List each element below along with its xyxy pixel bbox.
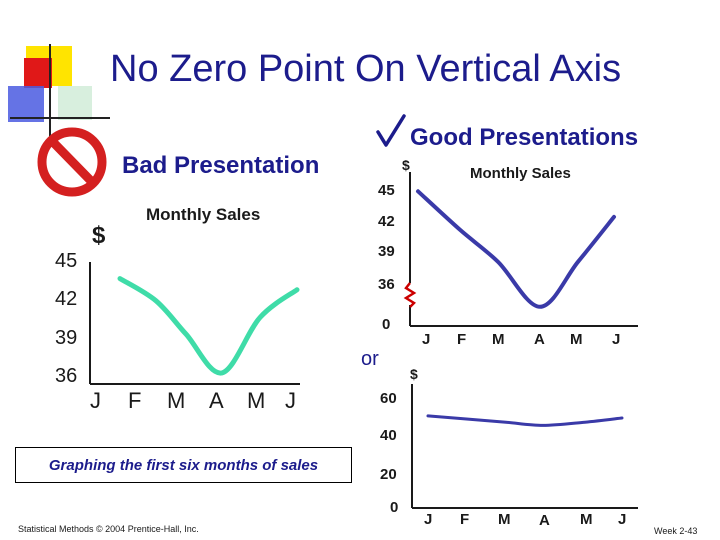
bad-chart-title: Monthly Sales <box>146 205 261 224</box>
good1-x-tick: J <box>612 331 621 348</box>
bad-x-tick: M <box>247 388 266 413</box>
footer-page-number: Week 2-43 <box>654 526 698 536</box>
good2-x-tick: F <box>460 511 470 528</box>
good2-x-tick: M <box>580 511 593 528</box>
or-label: or <box>361 348 379 370</box>
good1-x-tick: M <box>570 331 583 348</box>
good1-x-tick: J <box>422 331 431 348</box>
good1-chart-title: Monthly Sales <box>470 165 571 182</box>
good1-x-tick: F <box>457 331 467 348</box>
good1-y-tick: 39 <box>378 243 395 260</box>
good2-y-tick: 0 <box>390 499 399 516</box>
bad-x-tick: J <box>90 388 101 413</box>
bad-x-tick: A <box>209 388 224 413</box>
good2-x-tick: J <box>618 511 627 528</box>
no-sign-icon <box>37 127 107 197</box>
bad-y-tick: 36 <box>55 365 78 387</box>
bad-chart-axes <box>89 262 300 385</box>
good2-y-tick: 20 <box>380 466 397 483</box>
good-chart2-line <box>426 414 624 427</box>
bad-x-tick: J <box>285 388 296 413</box>
good2-y-tick: 60 <box>380 390 397 407</box>
deco-blue-square <box>8 86 44 122</box>
good1-y-label: $ <box>402 157 410 173</box>
caption-text: Graphing the first six months of sales <box>48 456 319 474</box>
good1-y-tick: 45 <box>378 182 395 199</box>
bad-heading: Bad Presentation <box>122 152 320 179</box>
good2-x-tick: J <box>424 511 433 528</box>
bad-y-label: $ <box>92 222 106 249</box>
good-chart1-axes <box>409 172 638 327</box>
page-title: No Zero Point On Vertical Axis <box>110 48 622 90</box>
bad-y-tick: 45 <box>55 250 78 272</box>
good1-x-tick: M <box>492 331 505 348</box>
good2-x-tick: A <box>539 512 550 529</box>
bad-x-tick: M <box>167 388 186 413</box>
good1-zero-tick: 0 <box>382 316 391 333</box>
good-chart2-axes <box>411 384 638 509</box>
good-heading: Good Presentations <box>410 124 639 151</box>
good-chart1-line <box>416 189 616 309</box>
bad-chart-line <box>117 276 300 376</box>
bad-y-tick: 42 <box>55 288 78 310</box>
good2-y-tick: 40 <box>380 427 397 444</box>
good1-x-tick: A <box>534 331 545 348</box>
bad-y-tick: 39 <box>55 327 78 349</box>
good2-y-label: $ <box>410 366 418 382</box>
deco-red-square <box>24 58 52 88</box>
caption-box: Graphing the first six months of sales <box>15 447 352 483</box>
footer-copyright: Statistical Methods © 2004 Prentice-Hall… <box>18 524 199 534</box>
axis-break-icon <box>403 282 417 308</box>
checkmark-icon <box>376 114 406 147</box>
good1-y-tick: 42 <box>378 213 395 230</box>
good1-y-tick: 36 <box>378 276 395 293</box>
bad-x-tick: F <box>128 388 142 413</box>
decorative-squares-icon <box>8 44 110 140</box>
good2-x-tick: M <box>498 511 511 528</box>
deco-pale-square <box>58 86 92 120</box>
